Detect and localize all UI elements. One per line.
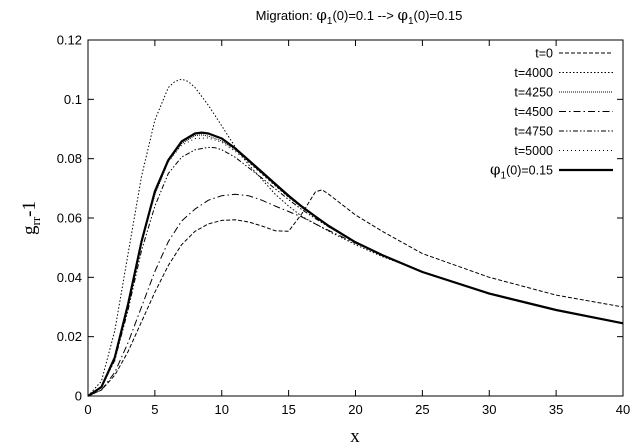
x-tick-label: 5 — [151, 402, 158, 417]
y-tick-label: 0.06 — [57, 211, 82, 226]
legend: t=0 t=4000 t=4250 t=4500 t=4750 t=5000 φ1(0)=0… — [490, 47, 613, 182]
x-tick-label: 0 — [84, 402, 91, 417]
series-line-1 — [87, 189, 624, 397]
x-axis: 0 5 10 15 20 25 30 35 40 — [84, 40, 630, 417]
y-label-suffix: -1 — [19, 201, 40, 217]
x-tick-label: 20 — [348, 402, 362, 417]
y-tick-label: 0.08 — [57, 151, 82, 166]
legend-label: t=4000 — [514, 66, 553, 80]
x-tick-label: 40 — [616, 402, 630, 417]
series-lines — [87, 78, 624, 397]
x-tick-label: 25 — [415, 402, 429, 417]
legend-label: t=4250 — [514, 86, 553, 100]
series-line-5 — [87, 146, 624, 397]
legend-label: φ1(0)=0.15 — [490, 161, 553, 182]
chart-title: Migration: φ1(0)=0.1 --> φ1(0)=0.15 — [256, 6, 463, 27]
y-tick-label: 0.12 — [57, 33, 82, 48]
title-prefix: Migration: — [256, 8, 317, 23]
title-mid: (0)=0.1 --> — [332, 8, 397, 23]
series-line-2 — [87, 78, 624, 397]
title-phi-2: φ — [397, 6, 408, 24]
x-tick-label: 30 — [482, 402, 496, 417]
title-phi-1: φ — [316, 6, 327, 24]
series-line-7 — [87, 131, 624, 397]
title-sub-1: 1 — [327, 16, 333, 27]
y-tick-label: 0 — [75, 389, 82, 404]
legend-label: t=4750 — [514, 125, 553, 139]
legend-label: t=4500 — [514, 105, 553, 119]
title-sub-2: 1 — [408, 16, 414, 27]
x-tick-label: 35 — [549, 402, 563, 417]
y-axis-label: grr-1 — [19, 201, 43, 235]
y-tick-label: 0.02 — [57, 329, 82, 344]
series-line-4 — [87, 193, 624, 397]
y-tick-label: 0.1 — [64, 92, 82, 107]
y-label-main: g — [19, 225, 40, 235]
y-tick-label: 0.04 — [57, 270, 82, 285]
legend-label: t=5000 — [514, 144, 553, 158]
x-tick-label: 10 — [215, 402, 229, 417]
y-axis: 0 0.02 0.04 0.06 0.08 0.1 0.12 — [57, 33, 623, 404]
title-suffix: (0)=0.15 — [414, 8, 463, 23]
legend-label: t=0 — [535, 47, 553, 61]
x-axis-label: x — [350, 426, 360, 447]
x-tick-label: 15 — [281, 402, 295, 417]
y-label-sub: rr — [28, 216, 43, 225]
